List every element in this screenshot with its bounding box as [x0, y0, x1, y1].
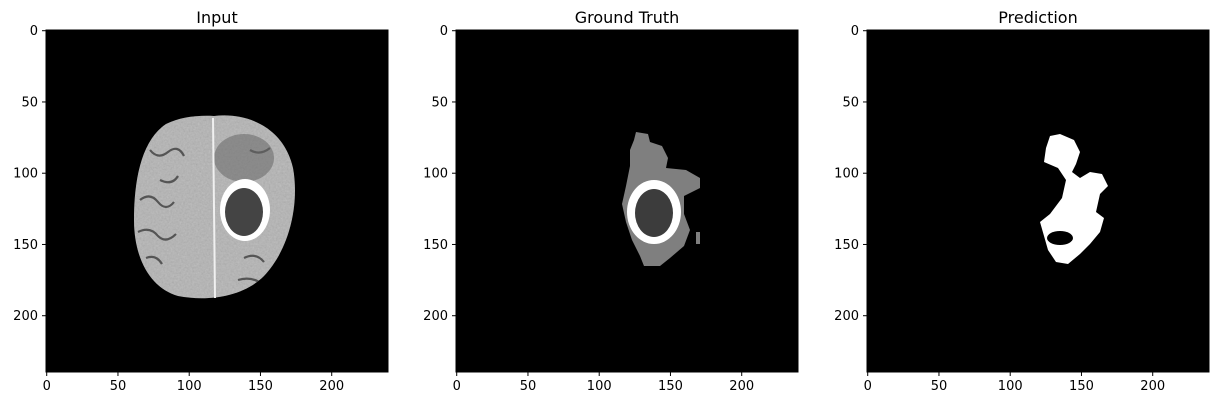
panel-input: Input 0 50 100 150 200 0 50 100 150 200 [13, 8, 389, 394]
x-axis-ground-truth: 0 50 100 150 200 [453, 372, 754, 394]
y-tick-label: 50 [21, 95, 38, 110]
x-tick-label: 100 [587, 379, 612, 394]
necrosis-mask [635, 189, 673, 237]
x-tick-label: 150 [1069, 379, 1094, 394]
x-tick-label: 150 [248, 379, 273, 394]
x-tick-label: 50 [110, 379, 127, 394]
y-tick-label: 0 [30, 24, 38, 39]
x-tick-label: 100 [177, 379, 202, 394]
necrotic-core [225, 188, 263, 236]
x-tick-label: 200 [729, 379, 754, 394]
x-tick-label: 200 [319, 379, 344, 394]
x-tick-label: 200 [1140, 379, 1165, 394]
y-tick-label: 100 [834, 167, 859, 182]
y-tick-label: 200 [423, 309, 448, 324]
x-tick-label: 0 [864, 379, 872, 394]
x-tick-label: 150 [658, 379, 683, 394]
axes-frame-ground-truth [455, 29, 799, 373]
y-tick-label: 0 [851, 24, 859, 39]
x-axis-input: 0 50 100 150 200 [43, 372, 344, 394]
x-axis-prediction: 0 50 100 150 200 [864, 372, 1165, 394]
panel-prediction: Prediction 0 50 100 150 200 0 50 100 150 200 [834, 8, 1210, 394]
y-axis-prediction: 0 50 100 150 200 [834, 24, 867, 324]
axes-frame-prediction [866, 29, 1210, 373]
mri-image [134, 115, 295, 299]
plot-area-prediction [867, 30, 1209, 372]
x-tick-label: 100 [998, 379, 1023, 394]
y-tick-label: 50 [842, 95, 859, 110]
y-axis-input: 0 50 100 150 200 [13, 24, 46, 324]
midline [212, 117, 216, 299]
y-tick-label: 50 [431, 95, 448, 110]
x-tick-label: 50 [520, 379, 537, 394]
y-tick-label: 100 [13, 167, 38, 182]
prediction-mask [1040, 134, 1108, 264]
y-tick-label: 150 [423, 238, 448, 253]
segmentation-mask [622, 132, 700, 266]
y-tick-label: 200 [834, 309, 859, 324]
panel-title-input: Input [196, 8, 237, 27]
edema-fragment [696, 232, 700, 244]
y-tick-label: 150 [834, 238, 859, 253]
y-tick-label: 100 [423, 167, 448, 182]
x-tick-label: 50 [931, 379, 948, 394]
y-tick-label: 150 [13, 238, 38, 253]
x-tick-label: 0 [453, 379, 461, 394]
panel-title-prediction: Prediction [998, 8, 1077, 27]
prediction-hole [1047, 231, 1073, 245]
y-tick-label: 200 [13, 309, 38, 324]
y-axis-ground-truth: 0 50 100 150 200 [423, 24, 456, 324]
y-tick-label: 0 [440, 24, 448, 39]
axes-frame-input [45, 29, 389, 373]
panel-ground-truth: Ground Truth 0 50 100 150 200 0 50 100 150 200 [423, 8, 799, 394]
panel-title-ground-truth: Ground Truth [575, 8, 680, 27]
x-tick-label: 0 [43, 379, 51, 394]
